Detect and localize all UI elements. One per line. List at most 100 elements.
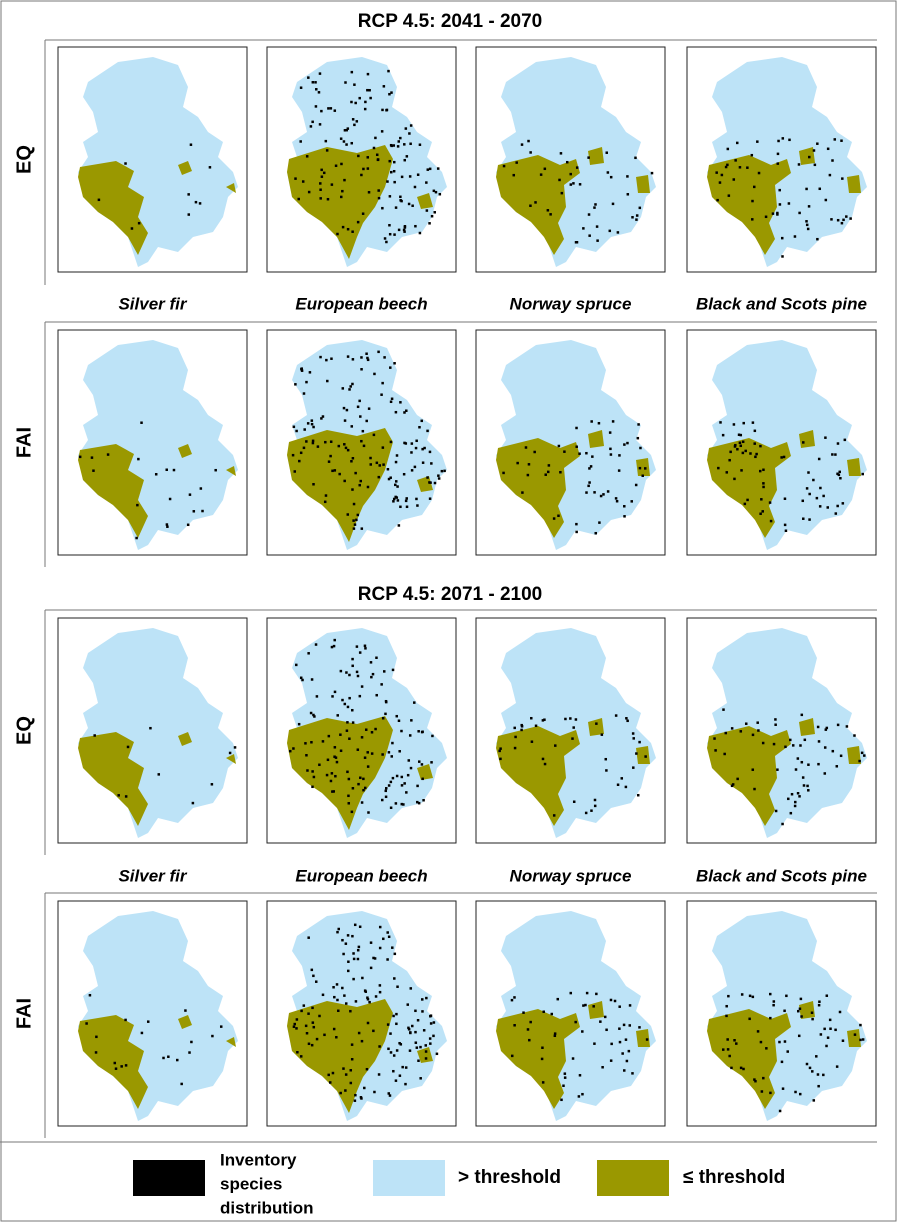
inventory-point — [399, 196, 402, 199]
inventory-point — [588, 481, 591, 484]
inventory-point — [610, 999, 613, 1002]
inventory-point — [637, 423, 640, 426]
inventory-point — [726, 164, 729, 167]
inventory-point — [351, 811, 354, 814]
inventory-point — [571, 737, 574, 740]
inventory-point — [788, 139, 791, 142]
inventory-point — [299, 140, 302, 143]
inventory-point — [395, 480, 398, 483]
inventory-point — [618, 1027, 621, 1030]
inventory-point — [378, 464, 381, 467]
inventory-point — [343, 443, 346, 446]
inventory-point — [85, 1022, 88, 1024]
inventory-point — [415, 440, 418, 443]
inventory-point — [626, 442, 629, 445]
map-panel — [476, 47, 665, 272]
inventory-point — [399, 1074, 402, 1077]
inventory-point — [742, 422, 745, 425]
inventory-point — [626, 175, 629, 178]
inventory-point — [389, 366, 392, 369]
inventory-point — [384, 713, 387, 716]
inventory-point — [399, 137, 402, 140]
inventory-point — [289, 750, 292, 753]
inventory-point — [166, 523, 169, 526]
inventory-point — [315, 980, 318, 983]
inventory-point — [781, 823, 784, 826]
inventory-point — [782, 137, 785, 140]
inventory-point — [631, 1072, 634, 1075]
inventory-point — [502, 472, 505, 475]
inventory-point — [808, 205, 811, 208]
inventory-point — [378, 1073, 381, 1076]
species-label: Silver fir — [118, 866, 187, 885]
inventory-point — [393, 362, 396, 365]
inventory-point — [346, 771, 349, 774]
inventory-point — [388, 224, 391, 227]
inventory-point — [844, 439, 847, 442]
inventory-point — [430, 761, 433, 764]
inventory-point — [324, 441, 327, 444]
inventory-point — [404, 226, 407, 229]
inventory-point — [417, 1059, 420, 1062]
inventory-point — [344, 419, 347, 422]
inventory-point — [405, 442, 408, 445]
inventory-point — [352, 978, 355, 981]
inventory-point — [388, 936, 391, 939]
inventory-point — [361, 685, 364, 688]
inventory-point — [330, 440, 333, 443]
inventory-point — [819, 505, 822, 508]
inventory-point — [563, 450, 566, 453]
inventory-point — [379, 947, 382, 950]
inventory-point — [402, 803, 405, 806]
inventory-point — [349, 1010, 352, 1013]
inventory-point — [429, 168, 432, 171]
inventory-point — [789, 739, 792, 742]
inventory-point — [621, 1052, 624, 1055]
inventory-point — [351, 658, 354, 661]
inventory-point — [334, 469, 337, 472]
inventory-point — [794, 1091, 797, 1094]
inventory-point — [809, 1067, 812, 1070]
inventory-point — [853, 734, 856, 737]
inventory-point — [744, 503, 747, 506]
inventory-point — [632, 766, 635, 769]
inventory-point — [367, 765, 370, 768]
inventory-point — [318, 91, 321, 94]
inventory-point — [588, 467, 591, 470]
inventory-point — [421, 763, 424, 766]
inventory-point — [861, 752, 864, 755]
inventory-point — [840, 139, 843, 142]
inventory-point — [309, 371, 312, 374]
inventory-point — [722, 708, 725, 711]
inventory-point — [373, 1091, 376, 1094]
inventory-point — [781, 237, 784, 240]
inventory-point — [416, 801, 419, 804]
inventory-point — [431, 215, 434, 218]
inventory-point — [343, 179, 346, 182]
inventory-point — [302, 180, 305, 183]
inventory-point — [410, 767, 413, 770]
inventory-point — [513, 996, 516, 999]
inventory-point — [408, 759, 411, 762]
inventory-point — [411, 1025, 414, 1028]
inventory-point — [408, 203, 411, 206]
inventory-point — [358, 1032, 361, 1035]
inventory-point — [778, 189, 781, 192]
inventory-point — [401, 176, 404, 179]
inventory-point — [390, 91, 393, 94]
inventory-point — [725, 732, 728, 735]
inventory-point — [354, 1094, 357, 1097]
inventory-point — [356, 120, 359, 123]
inventory-point — [370, 661, 373, 664]
inventory-point — [542, 1081, 545, 1084]
inventory-point — [383, 356, 386, 359]
inventory-point — [734, 445, 737, 448]
inventory-point — [340, 163, 343, 166]
inventory-point — [308, 191, 311, 194]
inventory-point — [323, 172, 326, 175]
inventory-point — [359, 651, 362, 654]
inventory-point — [785, 529, 788, 532]
inventory-point — [825, 199, 828, 202]
inventory-point — [310, 712, 313, 715]
inventory-point — [638, 741, 641, 744]
